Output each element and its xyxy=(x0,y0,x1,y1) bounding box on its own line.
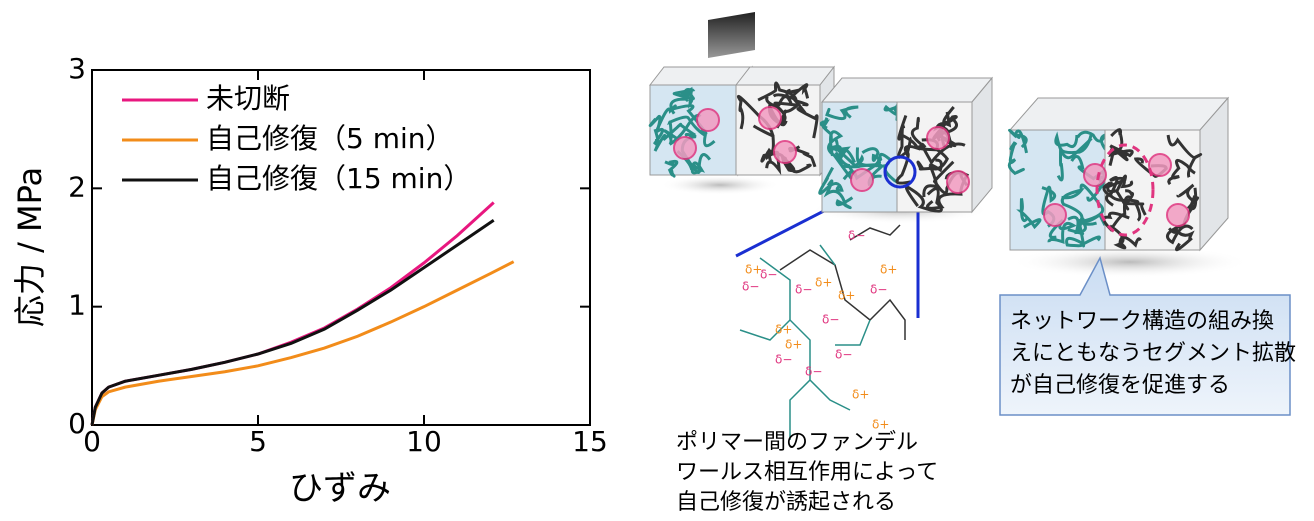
polymer-chain xyxy=(1047,218,1077,244)
shadow xyxy=(660,175,780,195)
y-tick-label: 1 xyxy=(68,289,86,322)
polymer-chain xyxy=(904,185,943,213)
caption-line: 自己修復が誘起される xyxy=(676,490,896,515)
polymer-chain xyxy=(916,158,943,173)
charge-label: δ− xyxy=(822,313,839,327)
polymer-chain xyxy=(818,166,844,195)
charge-label: δ+ xyxy=(872,418,889,432)
crosslink xyxy=(1148,153,1172,177)
cube-top xyxy=(820,77,994,103)
crosslink xyxy=(758,106,782,130)
plot-frame xyxy=(91,69,591,426)
diagram: δ−δ+δ− δ− δ+δ+δ+δ−δ−δ−δ+δ+δ−δ−δ+δ−δ+ポリマー間の… xyxy=(648,12,1296,515)
polymer-chain xyxy=(1123,189,1147,216)
polymer-chain xyxy=(1109,128,1128,157)
charge-label: δ− xyxy=(775,353,792,367)
crosslink xyxy=(1083,163,1107,187)
cube-top xyxy=(734,66,836,86)
callout-line: えにともなうセグメント拡散 xyxy=(1010,341,1296,366)
polymer-chain xyxy=(1166,134,1203,178)
cube-side xyxy=(971,76,993,214)
polymer-chain xyxy=(1109,224,1142,250)
molecule xyxy=(835,319,871,346)
crosslink xyxy=(850,168,874,192)
callout-line: が自己修復を促進する xyxy=(1010,373,1230,398)
molecule xyxy=(739,319,791,341)
x-tick-label: 5 xyxy=(249,425,267,458)
caption-line: ポリマー間のファンデル xyxy=(676,430,918,455)
y-axis-label: 応力 / MPa xyxy=(11,167,49,327)
polymer-chain xyxy=(1168,226,1195,252)
polymer-chain xyxy=(757,81,809,107)
polymer-chain xyxy=(827,130,853,181)
polymer-chain xyxy=(1065,223,1101,248)
crosslink xyxy=(1166,203,1190,227)
charge-label: δ+ xyxy=(880,263,897,277)
blade xyxy=(708,12,755,58)
charge-label: δ− xyxy=(870,283,887,297)
molecule xyxy=(849,224,901,241)
molecule xyxy=(779,249,906,340)
x-tick-label: 10 xyxy=(406,425,442,458)
crosslink xyxy=(926,126,950,150)
polymer-chain xyxy=(832,139,864,168)
crosslink xyxy=(696,108,720,132)
molecule xyxy=(789,379,811,440)
cube-top xyxy=(1008,97,1230,131)
polymer-chain xyxy=(1054,131,1093,160)
polymer-chain xyxy=(773,95,801,129)
polymer-chain xyxy=(669,86,695,115)
legend-label: 未切断 xyxy=(206,82,290,115)
polymer-chain xyxy=(1016,198,1042,230)
crosslink xyxy=(673,136,697,160)
y-tick-label: 2 xyxy=(68,170,86,203)
y-tick-label: 0 xyxy=(68,407,86,440)
polymer-chain xyxy=(1056,134,1093,182)
y-tick-label: 3 xyxy=(68,52,86,85)
polymer-chain xyxy=(667,115,716,148)
polymer-chain xyxy=(1007,141,1025,176)
diffusion-path xyxy=(1095,143,1155,237)
polymer-chain xyxy=(785,83,810,102)
callout-line: ネットワーク構造の組み換 xyxy=(1010,309,1274,334)
charge-label: δ− xyxy=(805,365,822,379)
polymer-chain xyxy=(648,114,665,146)
legend-label: 自己修復（15 min） xyxy=(206,162,471,195)
polymer-chain xyxy=(1067,213,1107,235)
x-tick-label: 0 xyxy=(83,425,101,458)
charge-label: δ+ xyxy=(852,388,869,402)
polymer-chain xyxy=(653,122,696,152)
polymer-chain xyxy=(825,105,859,121)
x-tick-label: 15 xyxy=(572,425,608,458)
crosslink xyxy=(773,140,797,164)
charge-label: δ− xyxy=(760,268,777,282)
charge-label: δ− xyxy=(835,348,852,362)
legend-label: 自己修復（5 min） xyxy=(206,122,454,155)
shadow xyxy=(1010,246,1250,278)
polymer-chain xyxy=(1007,128,1028,154)
charge-label: δ+ xyxy=(745,263,762,277)
charge-label: δ+ xyxy=(785,338,802,352)
charge-label: δ+ xyxy=(815,276,832,290)
charge-label: δ− xyxy=(742,280,759,294)
zoom-circle xyxy=(883,155,917,189)
polymer-chain xyxy=(664,159,679,178)
polymer-chain xyxy=(1102,176,1134,198)
data-line xyxy=(90,219,495,426)
data-line xyxy=(90,260,515,426)
callout-box xyxy=(999,255,1291,416)
data-line xyxy=(90,201,495,426)
molecule xyxy=(819,244,836,266)
crosslink xyxy=(946,170,970,194)
charge-label: δ+ xyxy=(775,323,792,337)
charge-label: δ+ xyxy=(838,289,855,303)
charge-label: δ− xyxy=(848,229,865,243)
charge-label: δ− xyxy=(795,283,812,297)
cube-top xyxy=(648,66,754,86)
x-axis-label: ひずみ xyxy=(289,469,391,509)
crosslink xyxy=(1043,203,1067,227)
molecule xyxy=(759,257,851,411)
caption-line: ワールス相互作用によって xyxy=(676,460,938,485)
